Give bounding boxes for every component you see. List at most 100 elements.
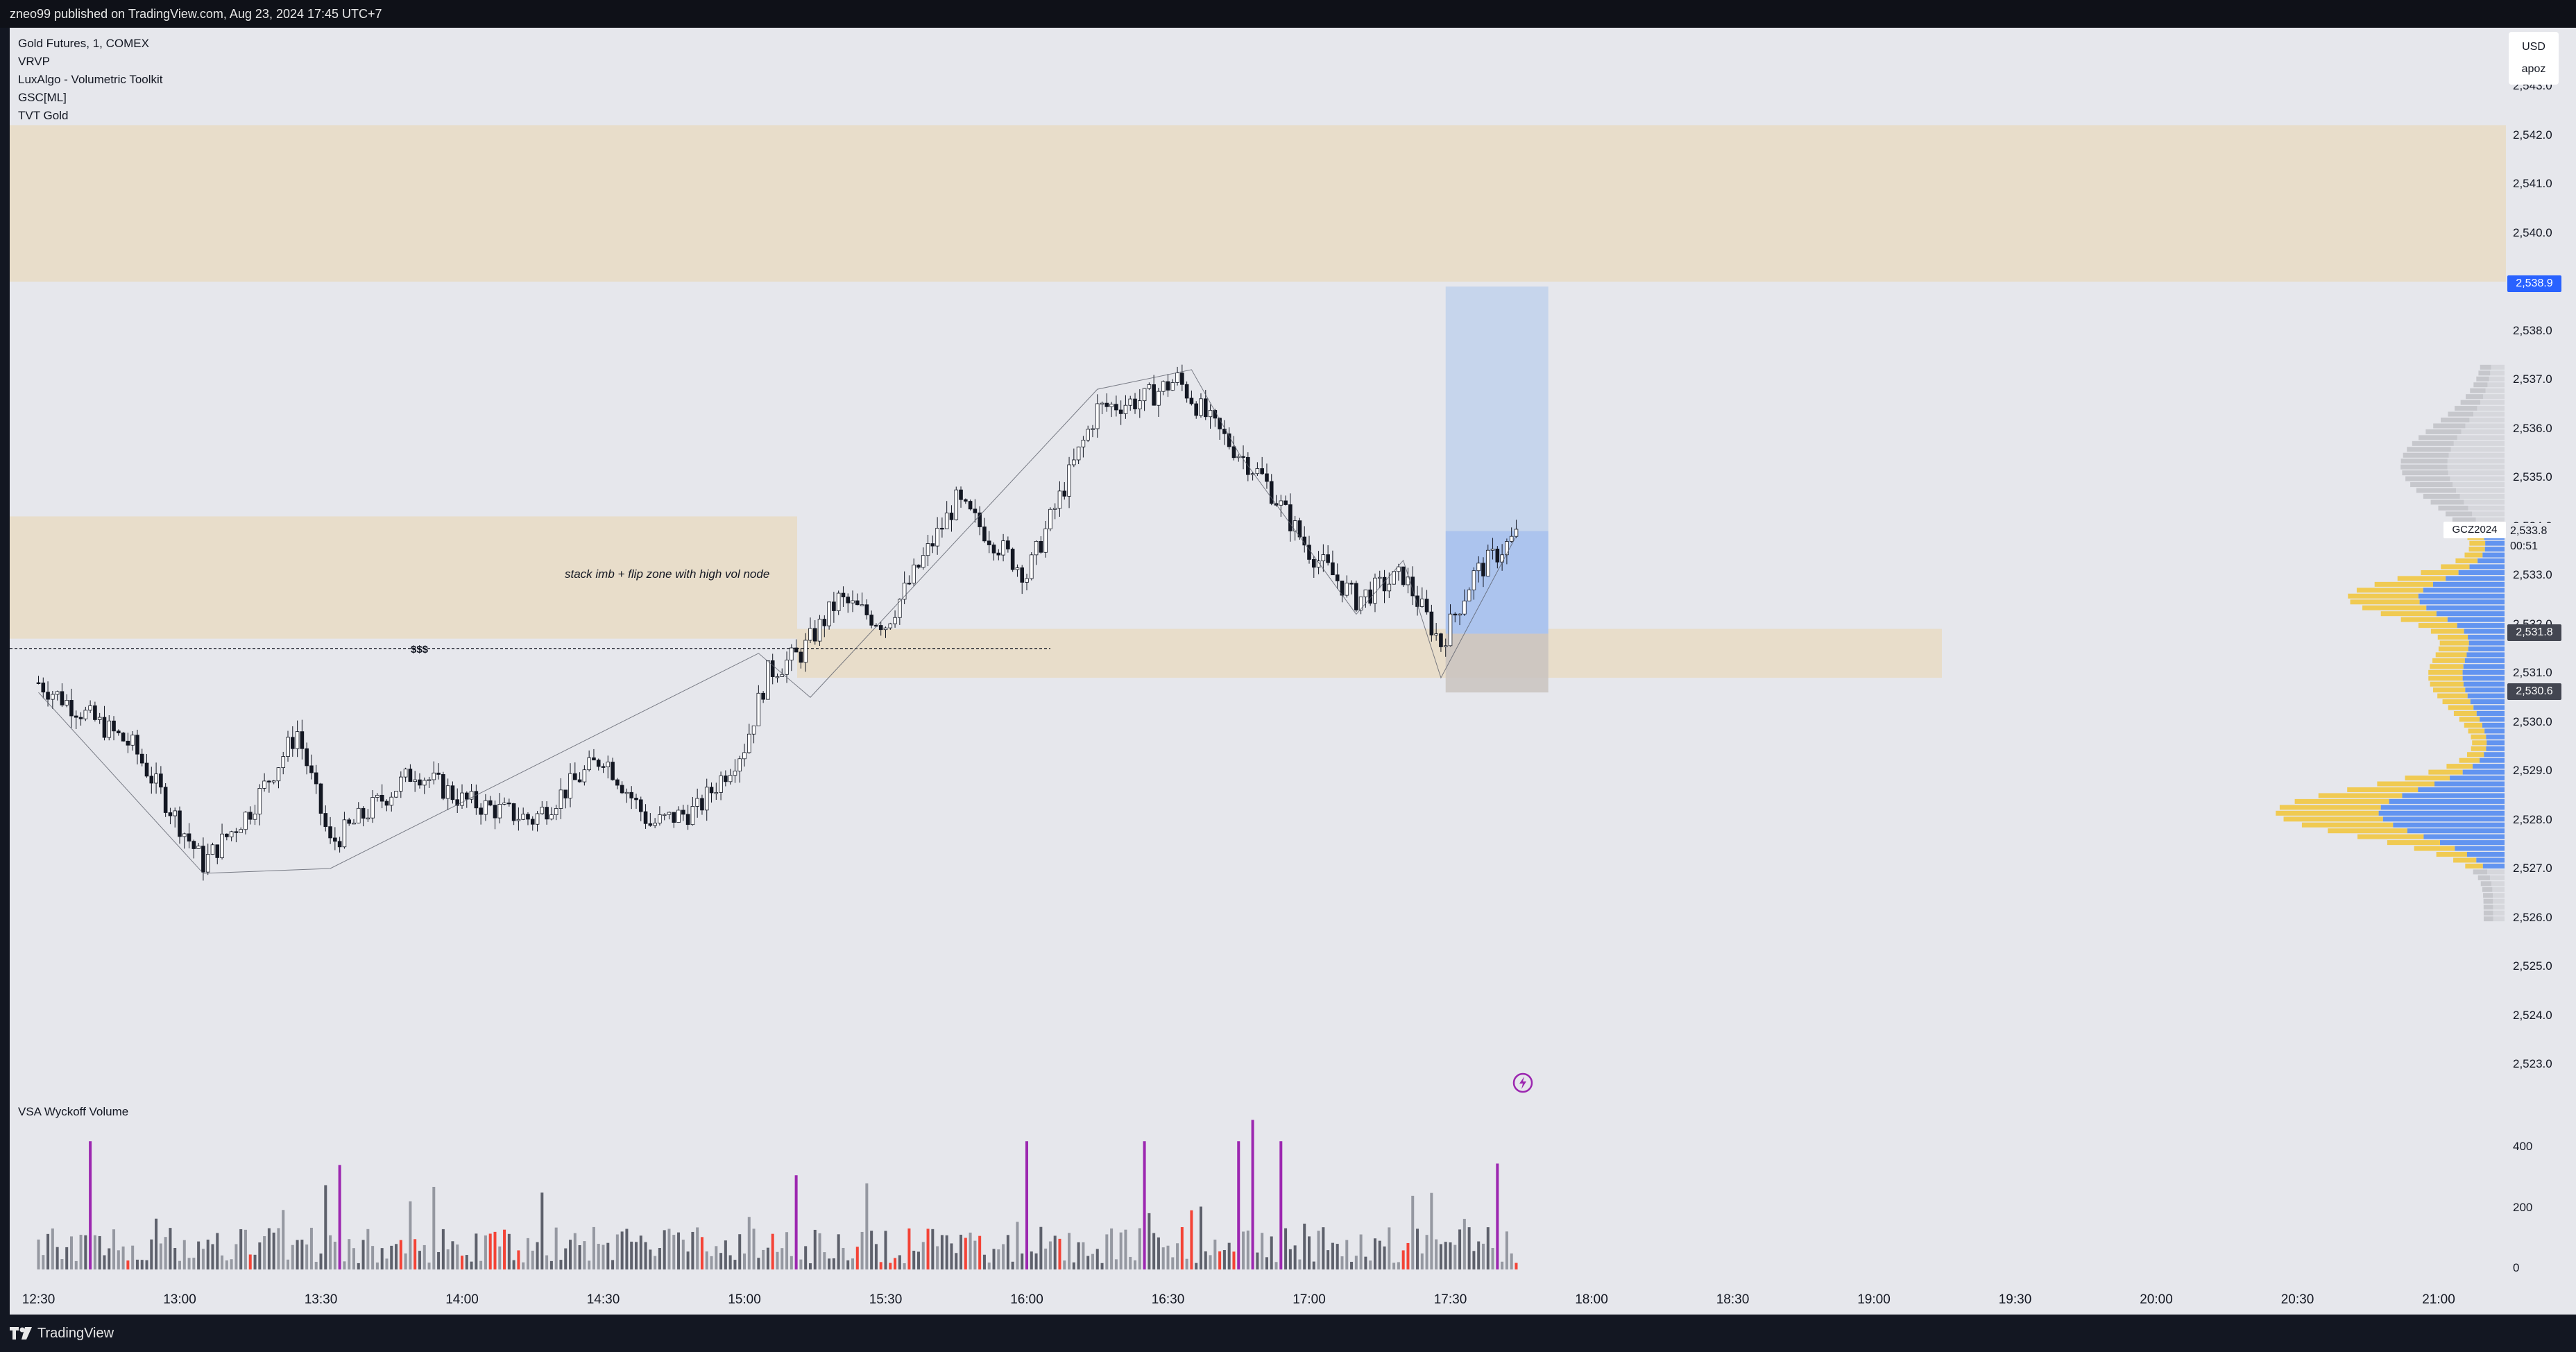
vp-sell-row [2410,482,2453,488]
volume-pane-title[interactable]: VSA Wyckoff Volume [18,1105,129,1118]
candle-up [130,735,135,746]
vp-buy-row [2418,787,2505,792]
volume-bar [1515,1263,1518,1269]
candle-down [968,501,973,510]
volume-bar [620,1231,624,1269]
volume-bar [715,1246,718,1269]
candle-up [1321,554,1326,562]
chart-pane[interactable]: Gold Futures, 1, COMEX VRVP LuxAlgo - Vo… [10,28,2506,1287]
indicator-tvt-gold[interactable]: TVT Gold [18,109,69,122]
candle-down [1062,490,1067,497]
vp-sell-row [2318,793,2403,798]
candle-down [112,720,116,732]
volume-bar [1082,1242,1085,1269]
candle-down [1401,566,1406,585]
candle-up [587,757,591,771]
chart-canvas[interactable] [10,28,2506,1287]
volume-bar [371,1246,375,1269]
volume-bar [583,1241,586,1269]
volume-bar [390,1245,393,1269]
volume-bar [540,1192,544,1269]
candle-up [1128,398,1133,406]
vp-buy-row [2480,758,2505,763]
candle-up [766,660,770,700]
candle-down [139,753,144,764]
candle-up [1052,508,1057,510]
candle-up [1505,541,1509,556]
candle-up [432,772,436,780]
vp-buy-row [2380,805,2505,810]
vp-sell-row [2356,588,2423,593]
time-axis[interactable]: 12:30 13:00 13:30 14:00 14:30 15:00 15:30 16:00… [10,1287,2506,1315]
volume-bar [380,1248,384,1269]
volume-bar [1336,1244,1339,1269]
candle-down [479,807,483,815]
zone-note[interactable]: stack imb + flip zone with high vol node [565,567,770,581]
volume-bar [564,1248,568,1269]
volume-bar [842,1247,845,1269]
indicator-luxalgo[interactable]: LuxAlgo - Volumetric Toolkit [18,73,163,86]
liquidity-label[interactable]: $$$ [411,644,429,656]
volume-bar [865,1183,869,1269]
published-text: zneo99 published on TradingView.com, Aug… [10,7,382,21]
vp-sell-row [2397,576,2446,581]
volume-bar [1425,1235,1428,1269]
candle-up [1048,508,1052,529]
volume-bar [352,1248,355,1269]
candle-up [1081,440,1086,447]
vp-buy-row [2450,447,2505,452]
indicator-vrvp[interactable]: VRVP [18,55,50,68]
volume-bar [1369,1260,1372,1269]
candle-up [1015,567,1020,570]
candle-down [1227,433,1231,447]
vp-sell-row [2455,558,2478,564]
vp-buy-row [2483,394,2505,400]
vp-sell-row [2464,552,2483,558]
vp-sell-row [2301,822,2394,828]
candle-down [940,527,944,530]
symbol-title[interactable]: Gold Futures, 1, COMEX [18,37,149,50]
candle-up [1377,576,1382,579]
scale-label[interactable]: apoz [2521,63,2546,75]
vp-sell-row [2476,376,2489,382]
vp-buy-row [2450,476,2505,481]
volume-bar [65,1247,69,1269]
volume-bar [940,1235,944,1269]
vp-buy-row [2448,452,2505,458]
vp-sell-row [2279,805,2381,810]
candle-up [88,705,92,711]
vp-buy-row [2490,370,2505,376]
vp-buy-row [2447,459,2505,464]
volume-bar [1472,1251,1476,1269]
volume-bar [309,1227,313,1269]
candle-down [1439,633,1443,647]
candle-up [667,812,672,815]
price-tick: 2,523.0 [2513,1057,2552,1070]
vp-sell-row [2430,681,2464,687]
indicator-gsc[interactable]: GSC[ML] [18,91,67,104]
candle-up [239,829,243,833]
vp-sell-row [2459,758,2480,763]
candle-up [1358,596,1363,610]
candle-up [460,792,464,806]
volume-bar [752,1229,756,1269]
vp-sell-row [2464,722,2482,728]
candle-down [102,717,107,738]
volume-bar [1303,1223,1306,1269]
volume-bar [56,1247,59,1269]
candle-up [714,791,719,794]
vp-sell-row [2428,669,2463,675]
currency-selector[interactable]: USD apoz [2509,32,2559,85]
alert-lightning[interactable] [1512,1072,1533,1093]
volume-bar [728,1255,732,1269]
tradingview-brand[interactable]: TradingView [10,1324,114,1342]
volume-bar [357,1263,360,1269]
price-axis[interactable]: 2,543.02,542.02,541.02,540.02,539.02,538… [2443,28,2576,1287]
volume-bar [724,1240,727,1269]
volume-bar [691,1231,694,1269]
footer-bar: TradingView [0,1315,2576,1352]
candle-down [225,833,229,837]
countdown-badge: 00:51 [2507,538,2564,555]
candle-up [484,800,488,815]
currency-label[interactable]: USD [2522,41,2545,53]
